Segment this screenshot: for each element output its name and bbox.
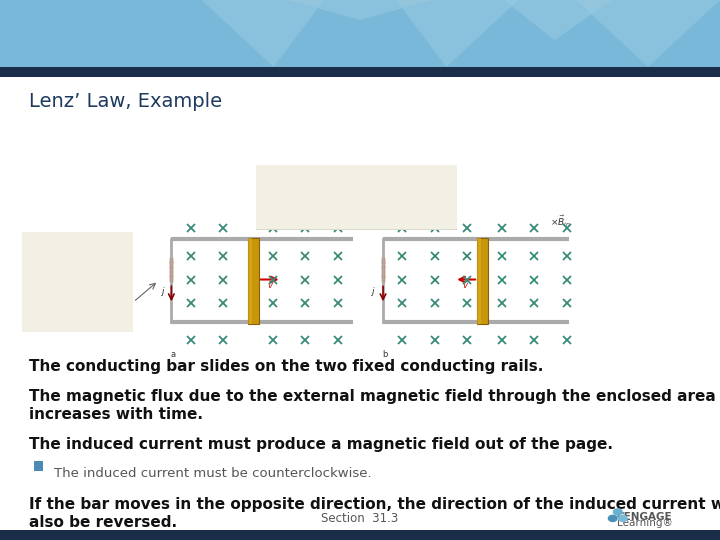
Text: The induced current must be counterclockwise.: The induced current must be counterclock… <box>54 467 372 480</box>
Polygon shape <box>504 0 612 40</box>
Text: Section  31.3: Section 31.3 <box>321 512 399 525</box>
Text: By Lenz's law, the
induced current
must be
counterclockwise
to produce a
current: By Lenz's law, the induced current must … <box>48 246 107 314</box>
Text: The conducting bar slides on the two fixed conducting rails.: The conducting bar slides on the two fix… <box>29 359 543 374</box>
Bar <box>0 67 720 77</box>
Text: b: b <box>382 350 388 359</box>
Bar <box>477 238 488 323</box>
Text: j: j <box>371 287 374 296</box>
Text: $\times\vec{B}_{in}$: $\times\vec{B}_{in}$ <box>333 213 355 228</box>
Text: $\vec{v}$: $\vec{v}$ <box>462 279 469 291</box>
Bar <box>477 238 481 323</box>
Bar <box>0 530 720 540</box>
Bar <box>0 0 720 67</box>
Polygon shape <box>202 0 324 67</box>
Text: Lenz’ Law, Example: Lenz’ Law, Example <box>29 92 222 111</box>
Text: j: j <box>161 287 163 296</box>
Bar <box>248 238 259 323</box>
Text: The induced current must produce a magnetic field out of the page.: The induced current must produce a magne… <box>29 437 613 453</box>
Text: If the bar moves in the opposite direction, the direction of the induced current: If the bar moves in the opposite directi… <box>29 497 720 530</box>
Bar <box>34 461 43 470</box>
Text: The magnetic flux due to the external magnetic field through the enclosed area
i: The magnetic flux due to the external ma… <box>29 389 716 422</box>
Circle shape <box>618 515 628 522</box>
Bar <box>0 77 720 530</box>
FancyBboxPatch shape <box>20 231 135 333</box>
Bar <box>248 238 252 323</box>
Circle shape <box>613 508 623 516</box>
Text: CENGAGE: CENGAGE <box>616 512 672 522</box>
Circle shape <box>608 515 618 522</box>
Text: As the conducting bar slides to the
right, the magnetic flux due to the
external: As the conducting bar slides to the righ… <box>293 175 420 213</box>
Text: $\times\vec{B}_{in}$: $\times\vec{B}_{in}$ <box>549 213 571 228</box>
Polygon shape <box>576 0 720 67</box>
Text: a: a <box>171 350 176 359</box>
Text: $\vec{v}$: $\vec{v}$ <box>267 279 274 291</box>
Text: Learning®: Learning® <box>616 517 672 528</box>
Polygon shape <box>288 0 432 20</box>
FancyBboxPatch shape <box>253 164 459 230</box>
Polygon shape <box>396 0 518 67</box>
